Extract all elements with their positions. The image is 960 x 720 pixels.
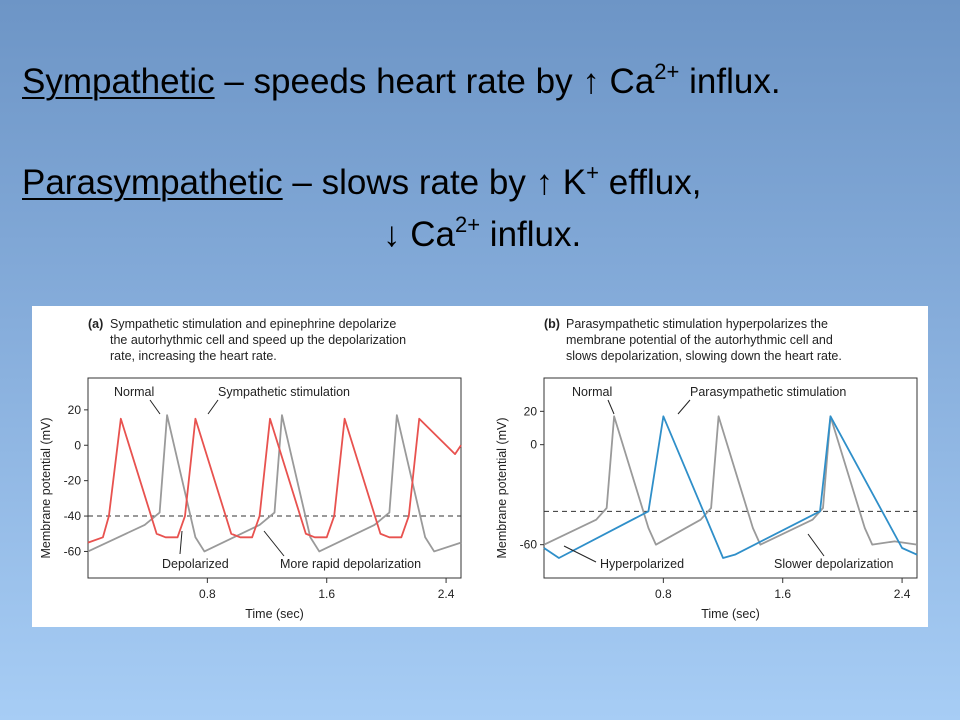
series-line-stimulated [87, 417, 462, 544]
annotation-leader [563, 545, 597, 563]
calcium-charge: 2+ [454, 212, 481, 237]
potassium-charge: + [586, 160, 599, 185]
y-tick-label: 0 [74, 438, 81, 452]
annotation-leader [179, 530, 183, 555]
action-potential-figure: (a) Sympathetic stimulation and epinephri… [32, 306, 928, 627]
x-axis-label: Time (sec) [701, 607, 760, 621]
x-tick-label: 1.6 [318, 587, 335, 601]
annotation-label: Sympathetic stimulation [218, 385, 350, 399]
calcium-charge: 2+ [654, 59, 680, 84]
x-tick-label: 2.4 [894, 587, 911, 601]
parasympathetic-text-2: efflux, [599, 163, 702, 202]
x-axis-label: Time (sec) [245, 607, 304, 621]
y-tick-label: -60 [520, 538, 538, 552]
series-line-normal [543, 415, 918, 546]
sympathetic-text-2: influx. [679, 62, 781, 101]
parasympathetic-statement: Parasympathetic – slows rate by ↑ K+ eff… [22, 160, 702, 203]
annotation-label: More rapid depolarization [280, 557, 421, 571]
potassium-ion: K [553, 163, 587, 202]
y-tick-label: -40 [64, 509, 82, 523]
annotation-leader [677, 399, 691, 415]
annotation-label: Normal [114, 385, 154, 399]
calcium-ion: Ca [599, 62, 655, 101]
y-axis-label: Membrane potential (mV) [39, 417, 53, 558]
parasympathetic-statement-continued: ↓ Ca2+ influx. [383, 212, 582, 255]
annotation-leader [607, 399, 615, 415]
caption-line: the autorhythmic cell and speed up the d… [110, 333, 406, 347]
y-tick-label: 0 [530, 438, 537, 452]
parasympathetic-text-3: influx. [480, 215, 582, 254]
caption-label: (a) [88, 317, 103, 331]
sympathetic-statement: Sympathetic – speeds heart rate by ↑ Ca2… [22, 59, 781, 102]
up-arrow-icon: ↑ [535, 163, 554, 202]
series-line-normal [87, 414, 462, 553]
y-tick-label: 20 [524, 404, 538, 418]
x-tick-label: 2.4 [438, 587, 455, 601]
caption-line: rate, increasing the heart rate. [110, 349, 277, 363]
up-arrow-icon: ↑ [582, 62, 600, 101]
calcium-ion: Ca [400, 215, 455, 254]
y-tick-label: -60 [64, 544, 82, 558]
y-tick-label: -20 [64, 474, 82, 488]
y-tick-label: 20 [68, 403, 82, 417]
annotation-leader [149, 399, 161, 415]
down-arrow-icon: ↓ [383, 215, 401, 254]
sympathetic-text-1: – speeds heart rate by [214, 62, 583, 101]
chart-panel-b: (b) Parasympathetic stimulation hyperpola… [495, 317, 918, 621]
y-axis-label: Membrane potential (mV) [495, 417, 509, 558]
figure-svg: (a) Sympathetic stimulation and epinephri… [39, 317, 918, 621]
series-line-stimulated [543, 415, 918, 559]
annotation-label: Normal [572, 385, 612, 399]
caption-line: slows depolarization, slowing down the h… [566, 349, 842, 363]
x-tick-label: 0.8 [655, 587, 672, 601]
x-tick-label: 1.6 [774, 587, 791, 601]
parasympathetic-term: Parasympathetic [22, 163, 283, 202]
annotation-leader [207, 399, 219, 415]
caption-line: Sympathetic stimulation and epinephrine … [110, 317, 396, 331]
sympathetic-term: Sympathetic [22, 62, 215, 101]
x-tick-label: 0.8 [199, 587, 216, 601]
plot-frame [543, 377, 918, 579]
plot-frame [87, 377, 462, 579]
annotation-leader [263, 530, 285, 557]
caption-line: membrane potential of the autorhythmic c… [566, 333, 833, 347]
annotation-leader [807, 533, 825, 557]
annotation-label: Parasympathetic stimulation [690, 385, 846, 399]
annotation-label: Hyperpolarized [600, 557, 684, 571]
annotation-label: Slower depolarization [774, 557, 894, 571]
parasympathetic-text-1: – slows rate by [282, 163, 536, 202]
caption-label: (b) [544, 317, 560, 331]
caption-line: Parasympathetic stimulation hyperpolariz… [566, 317, 828, 331]
chart-panel-a: (a) Sympathetic stimulation and epinephri… [39, 317, 462, 621]
annotation-label: Depolarized [162, 557, 229, 571]
